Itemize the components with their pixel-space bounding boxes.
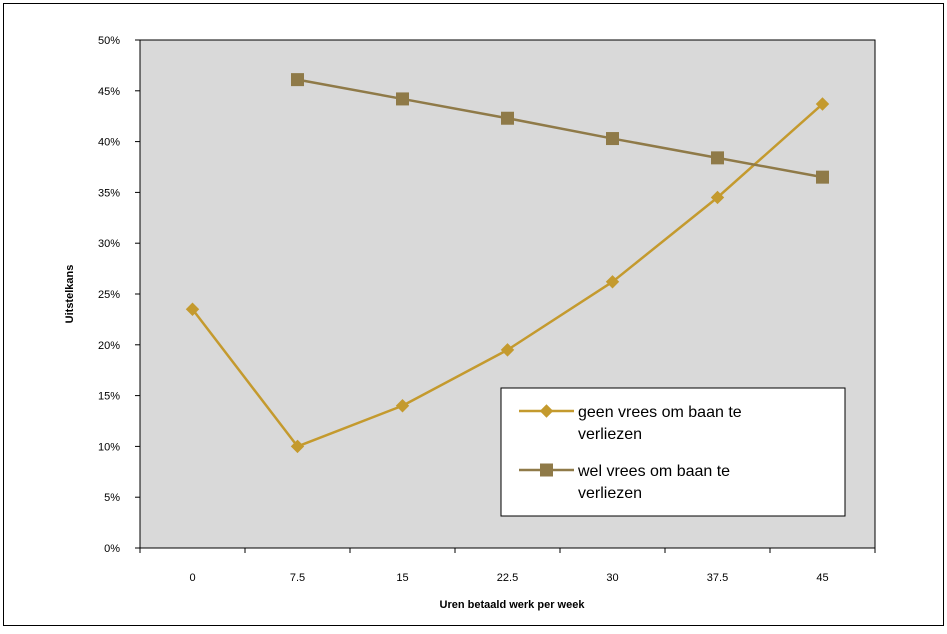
series-line-2 [297,78,823,179]
data-point-series-1 [605,275,620,289]
x-tick-label: 45 [816,572,828,584]
data-point-series-2 [816,170,829,184]
legend-marker-1 [539,404,554,418]
y-tick-label: 25% [98,289,120,301]
y-tick-label: 40% [98,137,120,149]
y-axis-title: Uitstelkans [64,265,76,324]
x-tick-label: 0 [189,572,195,584]
data-point-series-2 [291,73,304,87]
data-point-series-2 [396,92,409,106]
y-axis: 0% 5% 10% 15% 20% 25% 30% 35% 40% 45% 50% [98,35,140,555]
data-point-series-1 [815,97,830,111]
x-tick-label: 30 [606,572,618,584]
series-layer [185,73,830,454]
data-point-series-1 [710,190,725,205]
y-tick-label: 30% [98,238,120,250]
data-point-series-1 [290,439,305,454]
data-point-series-1 [185,302,200,316]
x-tick-label: 22.5 [497,572,518,584]
y-tick-label: 20% [98,340,120,352]
legend-label: geen vrees om baan te [578,404,742,421]
x-tick-label: 15 [396,572,408,584]
x-tick-label: 7.5 [290,572,305,584]
y-tick-label: 10% [98,441,120,453]
legend: geen vrees om baan te verliezen wel vrees … [500,387,846,517]
data-point-series-1 [500,343,515,357]
y-tick-label: 15% [98,391,120,403]
x-axis: 0 7.5 15 22.5 30 37.5 45 [139,548,876,584]
data-point-series-2 [711,151,724,165]
y-tick-label: 35% [98,187,120,199]
data-point-series-2 [606,132,619,146]
y-tick-label: 50% [98,35,120,47]
legend-label: wel vrees om baan te [577,463,730,480]
y-tick-label: 45% [98,86,120,98]
legend-marker-2 [540,463,553,477]
x-tick-label: 37.5 [707,572,728,584]
x-axis-title: Uren betaald werk per week [440,599,586,611]
data-point-series-1 [395,399,410,413]
y-tick-label: 5% [104,492,120,504]
legend-label: verliezen [578,485,642,502]
data-point-series-2 [501,111,514,125]
y-tick-label: 0% [104,543,120,555]
legend-label: verliezen [578,426,642,443]
legend-box [500,387,846,517]
